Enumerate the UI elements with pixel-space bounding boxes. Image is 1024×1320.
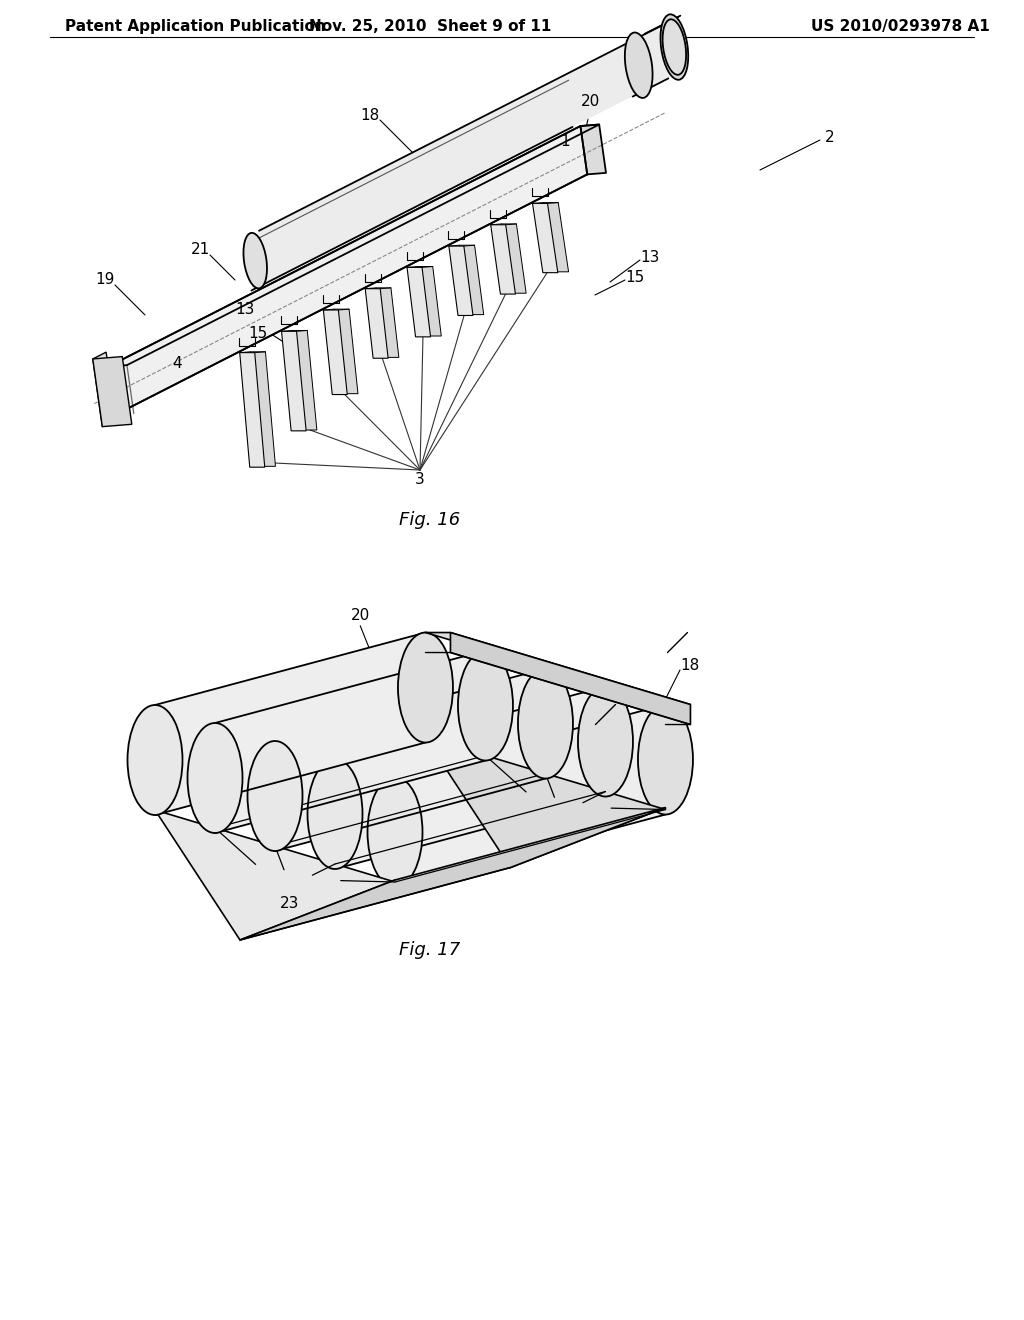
Polygon shape xyxy=(335,686,605,869)
Polygon shape xyxy=(324,310,347,395)
Ellipse shape xyxy=(660,15,688,79)
Ellipse shape xyxy=(458,651,513,760)
Polygon shape xyxy=(155,632,425,814)
Polygon shape xyxy=(251,351,275,466)
Polygon shape xyxy=(252,17,678,290)
Polygon shape xyxy=(418,267,441,337)
Text: 3: 3 xyxy=(415,473,425,487)
Polygon shape xyxy=(581,124,606,174)
Polygon shape xyxy=(460,246,483,314)
Polygon shape xyxy=(155,810,395,940)
Ellipse shape xyxy=(368,777,423,887)
Polygon shape xyxy=(502,224,526,293)
Polygon shape xyxy=(451,632,690,725)
Polygon shape xyxy=(425,738,666,867)
Text: 1: 1 xyxy=(560,135,569,149)
Ellipse shape xyxy=(398,632,453,743)
Polygon shape xyxy=(366,289,388,358)
Polygon shape xyxy=(240,808,666,940)
Text: 23: 23 xyxy=(281,895,300,911)
Text: Patent Application Publication: Patent Application Publication xyxy=(65,18,326,34)
Polygon shape xyxy=(93,352,116,426)
Polygon shape xyxy=(334,309,358,393)
Ellipse shape xyxy=(625,33,652,98)
Polygon shape xyxy=(292,330,316,430)
Ellipse shape xyxy=(307,759,362,869)
Polygon shape xyxy=(395,705,666,887)
Text: 15: 15 xyxy=(626,269,645,285)
Text: Nov. 25, 2010  Sheet 9 of 11: Nov. 25, 2010 Sheet 9 of 11 xyxy=(309,18,551,34)
Polygon shape xyxy=(282,331,306,430)
Text: 18: 18 xyxy=(680,657,699,672)
Ellipse shape xyxy=(663,20,686,75)
Polygon shape xyxy=(275,668,546,851)
Ellipse shape xyxy=(128,705,182,814)
Text: 19: 19 xyxy=(95,272,115,288)
Text: 4: 4 xyxy=(172,356,182,371)
Ellipse shape xyxy=(244,232,267,288)
Polygon shape xyxy=(407,268,430,337)
Polygon shape xyxy=(240,352,265,467)
Text: 2: 2 xyxy=(825,129,835,144)
Polygon shape xyxy=(215,651,485,833)
Text: US 2010/0293978 A1: US 2010/0293978 A1 xyxy=(811,18,989,34)
Polygon shape xyxy=(109,124,599,367)
Ellipse shape xyxy=(578,686,633,796)
Ellipse shape xyxy=(518,668,573,779)
Polygon shape xyxy=(376,288,399,358)
Polygon shape xyxy=(490,224,515,294)
Polygon shape xyxy=(425,632,690,705)
Polygon shape xyxy=(93,356,132,426)
Polygon shape xyxy=(544,202,568,272)
Ellipse shape xyxy=(187,723,243,833)
Text: 18: 18 xyxy=(360,107,380,123)
Text: 13: 13 xyxy=(236,302,255,318)
Ellipse shape xyxy=(248,741,302,851)
Polygon shape xyxy=(449,246,473,315)
Text: 15: 15 xyxy=(249,326,267,342)
Ellipse shape xyxy=(638,705,693,814)
Polygon shape xyxy=(532,203,558,273)
Text: Fig. 16: Fig. 16 xyxy=(399,511,461,529)
Text: 13: 13 xyxy=(640,249,659,264)
Polygon shape xyxy=(109,125,587,414)
Text: Fig. 17: Fig. 17 xyxy=(399,941,461,960)
Text: 20: 20 xyxy=(581,95,600,110)
Text: 21: 21 xyxy=(190,243,210,257)
Text: 20: 20 xyxy=(350,609,370,623)
